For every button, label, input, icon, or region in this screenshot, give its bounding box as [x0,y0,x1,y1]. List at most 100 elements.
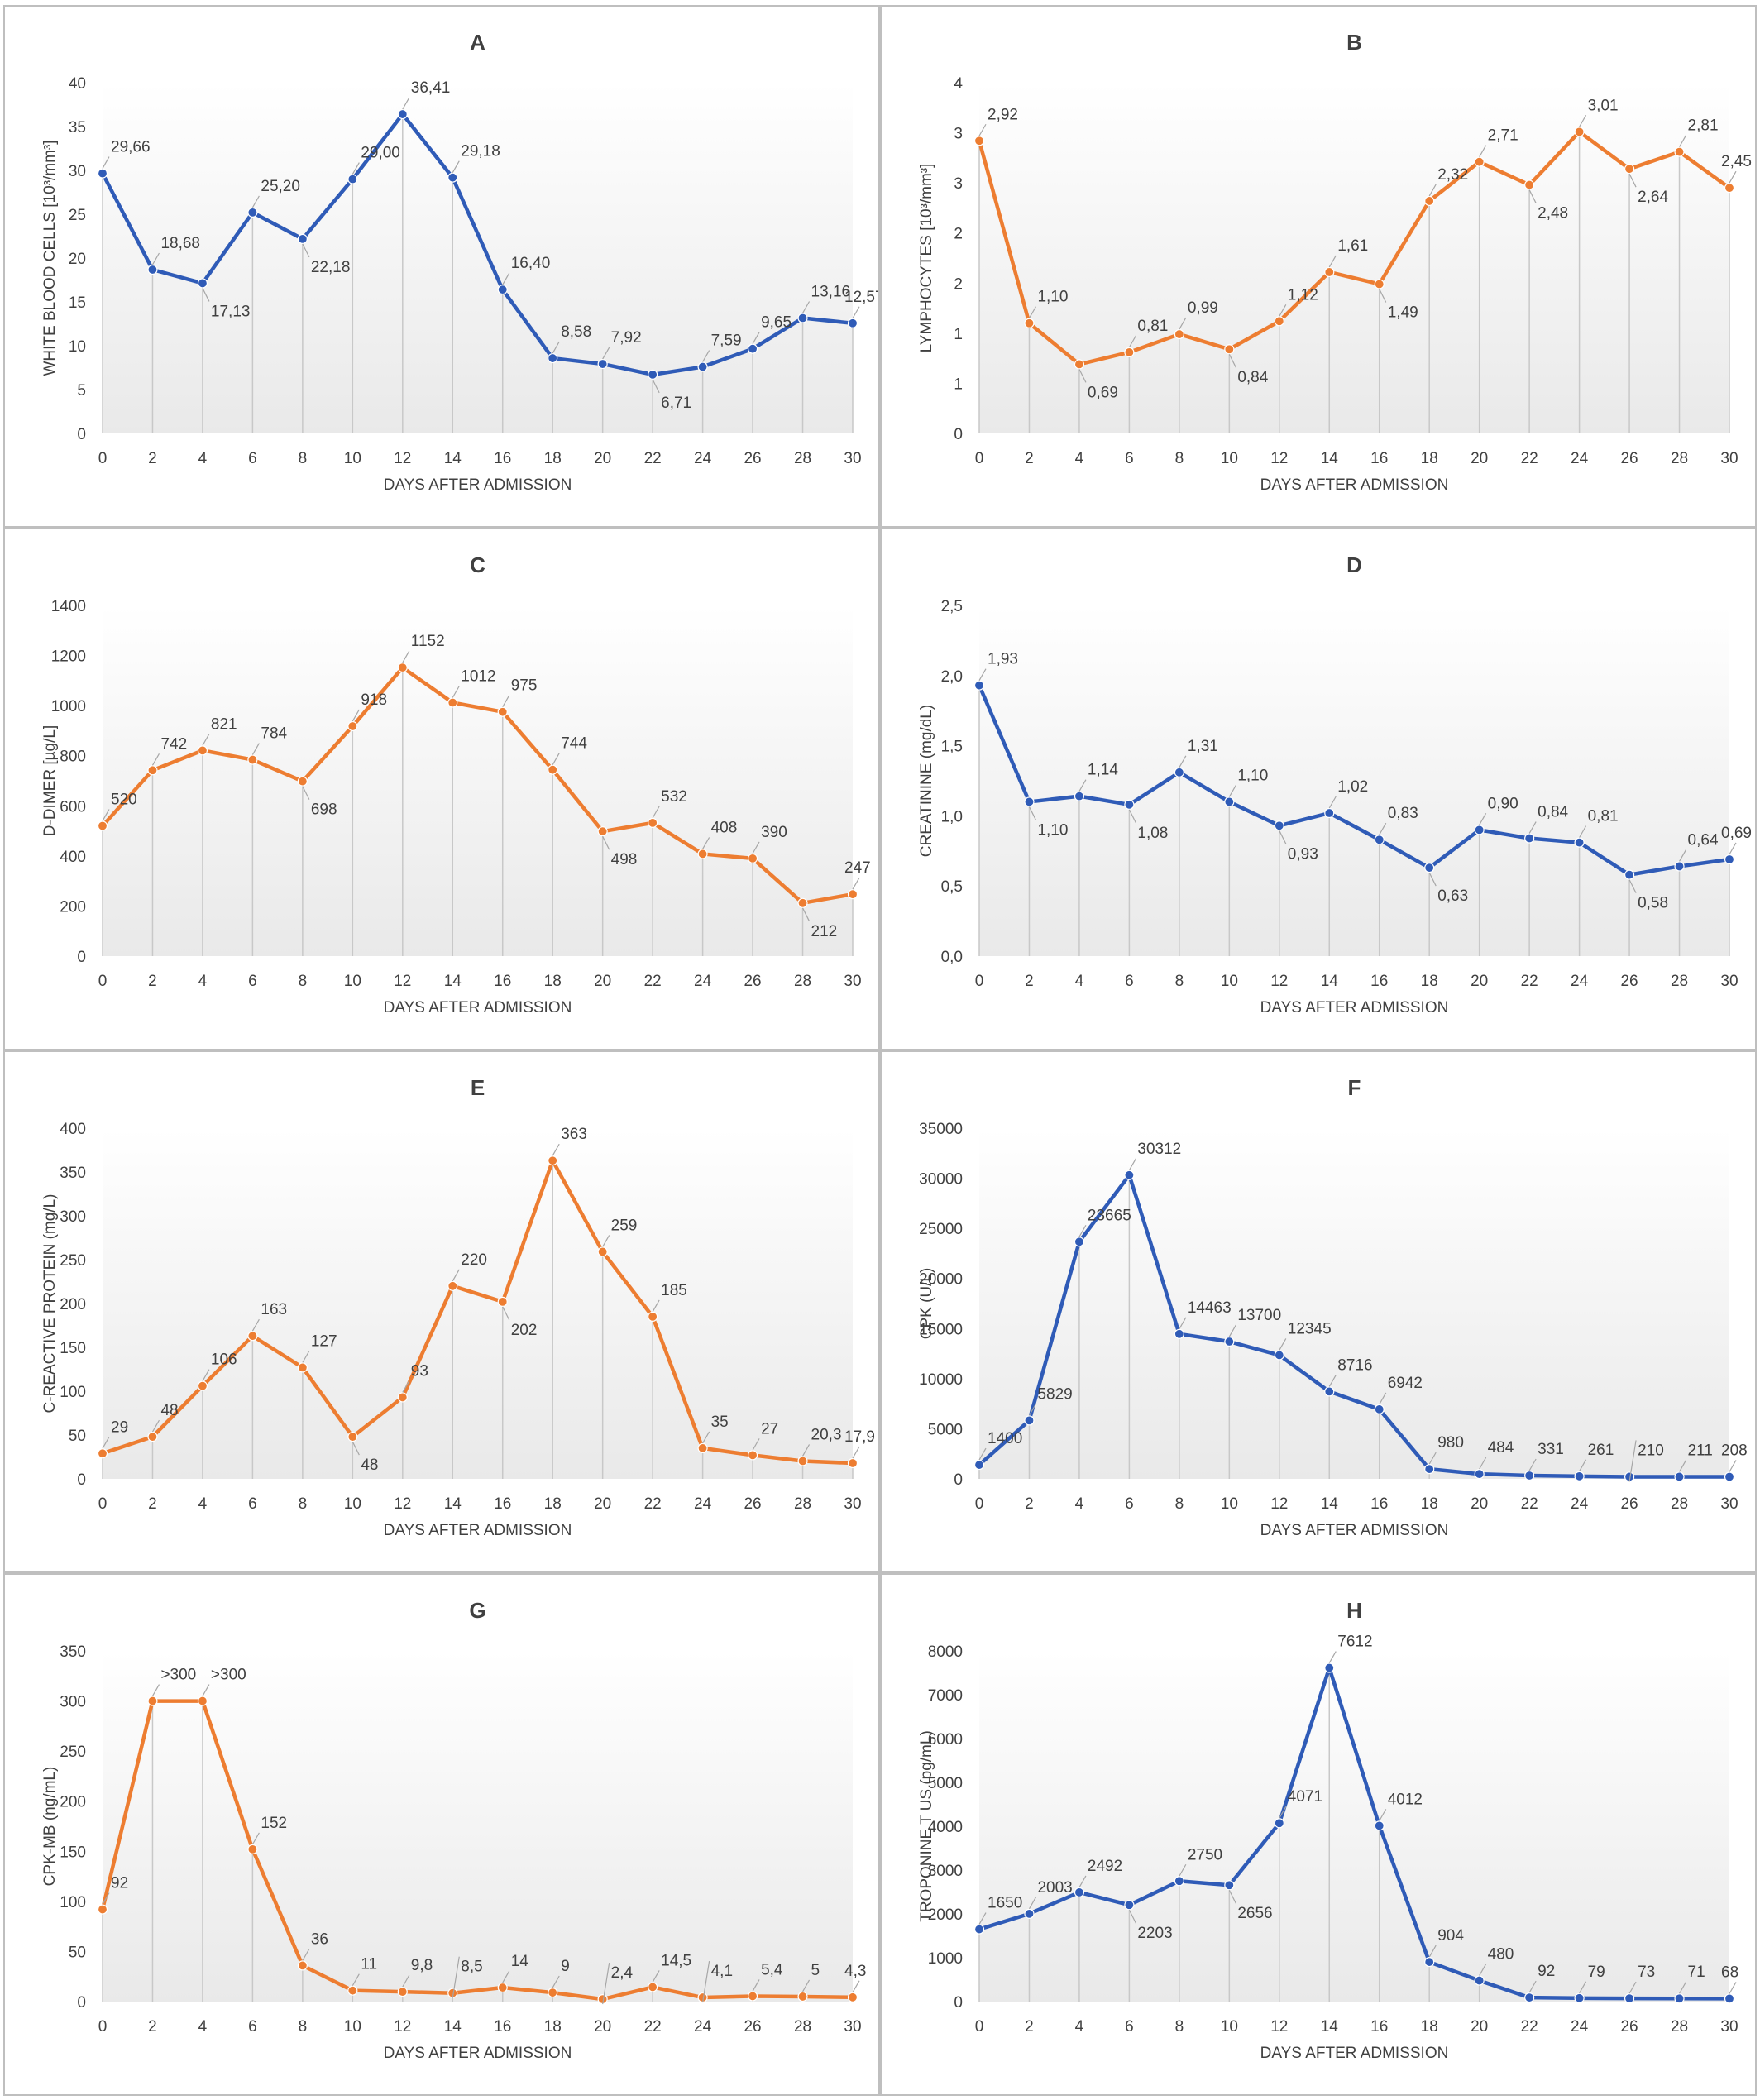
y-tick-label: 1000 [928,1950,963,1968]
x-tick-label: 20 [1471,450,1488,467]
data-label-leader [502,695,510,708]
data-label: 73 [1638,1964,1655,1981]
y-axis-label: LYMPHOCYTES [10³/mm³] [918,164,935,353]
data-point [1424,863,1435,873]
data-label: 1,14 [1088,762,1118,779]
data-label: 48 [361,1457,378,1474]
data-label-leader [202,288,210,302]
data-label: 8,58 [561,323,591,341]
data-point [1274,1818,1284,1829]
y-tick-label: 400 [60,849,86,866]
data-label-leader [1078,1875,1087,1888]
data-label-leader [402,1974,410,1988]
data-label: 0,81 [1137,318,1168,335]
y-tick-label: 25 [69,207,86,224]
data-point [847,318,858,328]
data-label-leader [251,1318,260,1332]
data-label: 14463 [1188,1299,1232,1317]
data-label: 918 [361,691,387,709]
x-tick-label: 16 [1370,2018,1388,2035]
data-label: 20,3 [811,1426,842,1443]
y-tick-label: 6000 [928,1731,963,1748]
chart-title: A [470,30,485,55]
x-tick-label: 20 [594,1495,611,1513]
data-label-leader [978,1447,987,1461]
y-tick-label: 4 [954,75,963,93]
data-point [697,1442,708,1453]
data-label: 7612 [1337,1634,1372,1651]
data-label-leader [1428,1945,1437,1958]
y-tick-label: 250 [60,1744,86,1761]
data-label-leader [752,1438,760,1451]
data-point [347,720,358,732]
data-label-leader [202,1369,210,1381]
data-label-leader [602,1962,610,2005]
data-label: 4071 [1288,1788,1322,1806]
data-label: 36 [311,1930,328,1948]
data-label: 3,01 [1588,97,1619,114]
y-tick-label: 350 [60,1643,86,1661]
x-tick-label: 30 [844,1495,861,1513]
y-axis-label: TROPONINE T US (pg/mL) [918,1730,935,1922]
data-label-leader [1379,822,1387,835]
x-tick-label: 2 [148,450,157,467]
data-point [1024,796,1035,807]
data-label: 152 [261,1815,287,1832]
x-tick-label: 8 [1175,973,1184,990]
data-label: 27 [761,1420,778,1437]
y-tick-label: 300 [60,1694,86,1711]
data-label-leader [1128,1158,1136,1171]
chart-title: H [1346,1598,1362,1623]
data-label: 8716 [1337,1356,1372,1374]
data-point [247,207,258,218]
x-tick-label: 28 [1671,450,1688,467]
series-line [101,665,854,906]
y-tick-label: 0 [954,426,963,443]
data-label-leader [1528,821,1537,834]
y-axis-label: WHITE BLOOD CELLS [10³/mm³] [41,140,59,376]
data-label: 0,64 [1688,831,1719,849]
y-tick-label: 0,5 [941,878,963,896]
data-point [397,1987,408,1997]
x-tick-label: 26 [744,2018,761,2035]
data-point [648,1311,658,1322]
x-tick-label: 26 [1620,450,1638,467]
data-label: 68 [1721,1964,1738,1981]
data-label-leader [1479,145,1487,158]
y-tick-label: 1,5 [941,739,963,756]
x-tick-label: 28 [794,450,811,467]
data-label: 744 [561,735,587,753]
data-point [1174,1328,1184,1339]
x-tick-label: 14 [1321,2018,1339,2035]
data-point [347,1432,358,1442]
data-label: 13,16 [811,284,851,301]
data-label: 1012 [461,668,495,686]
data-label-leader [302,243,310,258]
data-label: 79 [1588,1964,1605,1981]
data-label-leader [802,1979,811,1992]
data-point [1524,1992,1535,2003]
x-tick-label: 8 [299,1495,308,1513]
data-label: 2203 [1137,1925,1172,1942]
data-label: 484 [1488,1439,1514,1457]
x-tick-label: 10 [344,973,361,990]
data-point [497,1982,508,1993]
data-label-leader [1078,779,1087,792]
data-label-leader [552,1975,560,1988]
data-label-leader [1179,317,1187,330]
data-label-leader [1279,1338,1287,1351]
data-label: 2750 [1188,1846,1222,1863]
data-label-leader [852,877,860,890]
data-label-leader [852,1446,860,1459]
data-point [97,168,108,179]
x-tick-label: 6 [248,1495,257,1513]
chart-panel-g: G 0 50 100 150 200 250 300 350 0 2 4 6 8 10 12 14 16 18 20 2… [3,1573,880,2096]
data-label: 9,65 [761,314,792,332]
y-tick-label: 1 [954,376,963,393]
data-label: 2,71 [1488,127,1518,145]
data-point [797,1456,808,1466]
x-tick-label: 14 [444,973,462,990]
chart-title: G [469,1598,485,1623]
plot-area [103,1651,853,2002]
